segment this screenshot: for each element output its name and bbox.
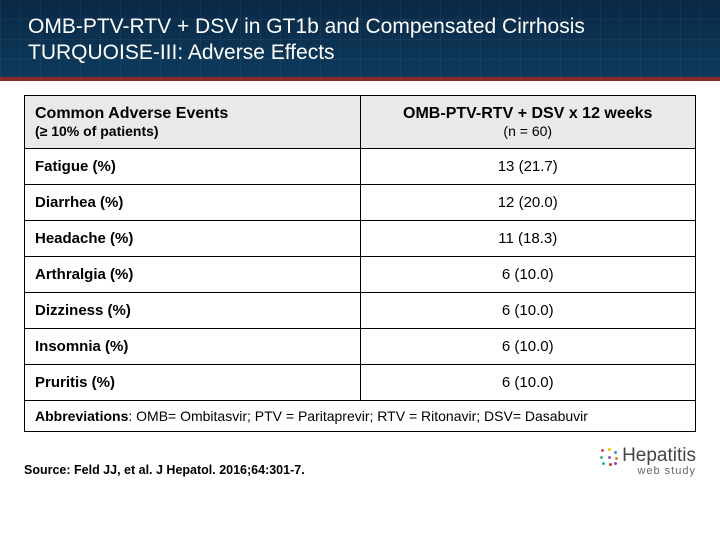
ae-value-cell: 13 (21.7) [360, 148, 696, 184]
ae-name: Headache (%) [35, 230, 133, 247]
ae-value-cell: 6 (10.0) [360, 256, 696, 292]
brand-title: Hepatitis [622, 446, 696, 466]
table-header-arm: OMB-PTV-RTV + DSV x 12 weeks (n = 60) [360, 95, 696, 148]
ae-name-cell: Fatigue (%) [25, 148, 361, 184]
ae-name-cell: Insomnia (%) [25, 328, 361, 364]
ae-name-cell: Headache (%) [25, 220, 361, 256]
abbreviations-row: Abbreviations: OMB= Ombitasvir; PTV = Pa… [25, 400, 696, 431]
ae-value-cell: 11 (18.3) [360, 220, 696, 256]
title-line-2: TURQUOISE-III: Adverse Effects [28, 40, 692, 66]
ae-value-cell: 6 (10.0) [360, 364, 696, 400]
title-line-1: OMB-PTV-RTV + DSV in GT1b and Compensate… [28, 14, 692, 40]
brand-dots-icon [598, 446, 618, 466]
ae-value-cell: 12 (20.0) [360, 184, 696, 220]
slide-header: OMB-PTV-RTV + DSV in GT1b and Compensate… [0, 0, 720, 81]
table-row: Arthralgia (%) 6 (10.0) [25, 256, 696, 292]
table-row: Dizziness (%) 6 (10.0) [25, 292, 696, 328]
ae-name-cell: Diarrhea (%) [25, 184, 361, 220]
adverse-events-table: Common Adverse Events (≥ 10% of patients… [24, 95, 696, 432]
header-sub: (≥ 10% of patients) [35, 123, 350, 139]
ae-name: Fatigue (%) [35, 158, 116, 175]
ae-value-cell: 6 (10.0) [360, 328, 696, 364]
header-sub: (n = 60) [371, 123, 686, 139]
source-citation: Source: Feld JJ, et al. J Hepatol. 2016;… [24, 463, 305, 477]
ae-name: Arthralgia (%) [35, 266, 133, 283]
abbrev-text: : OMB= Ombitasvir; PTV = Paritaprevir; R… [128, 408, 588, 424]
table-body: Fatigue (%) 13 (21.7) Diarrhea (%) 12 (20.0… [25, 148, 696, 400]
slide-content: Common Adverse Events (≥ 10% of patients… [0, 81, 720, 432]
brand-block: Hepatitis web study [598, 446, 696, 478]
ae-name-cell: Pruritis (%) [25, 364, 361, 400]
ae-value-cell: 6 (10.0) [360, 292, 696, 328]
table-row: Fatigue (%) 13 (21.7) [25, 148, 696, 184]
table-row: Insomnia (%) 6 (10.0) [25, 328, 696, 364]
abbrev-label: Abbreviations [35, 408, 128, 424]
brand-sub: web study [598, 466, 696, 478]
table-row: Headache (%) 11 (18.3) [25, 220, 696, 256]
ae-name: Diarrhea (%) [35, 194, 123, 211]
ae-name: Pruritis (%) [35, 374, 115, 391]
table-header-events: Common Adverse Events (≥ 10% of patients… [25, 95, 361, 148]
table-row: Pruritis (%) 6 (10.0) [25, 364, 696, 400]
header-main: Common Adverse Events [35, 105, 350, 123]
ae-name-cell: Dizziness (%) [25, 292, 361, 328]
table-header-row: Common Adverse Events (≥ 10% of patients… [25, 95, 696, 148]
table-row: Diarrhea (%) 12 (20.0) [25, 184, 696, 220]
ae-name: Dizziness (%) [35, 302, 131, 319]
ae-name-cell: Arthralgia (%) [25, 256, 361, 292]
slide-footer: Source: Feld JJ, et al. J Hepatol. 2016;… [0, 432, 720, 478]
abbreviations-cell: Abbreviations: OMB= Ombitasvir; PTV = Pa… [25, 400, 696, 431]
ae-name: Insomnia (%) [35, 338, 128, 355]
header-main: OMB-PTV-RTV + DSV x 12 weeks [371, 105, 686, 123]
